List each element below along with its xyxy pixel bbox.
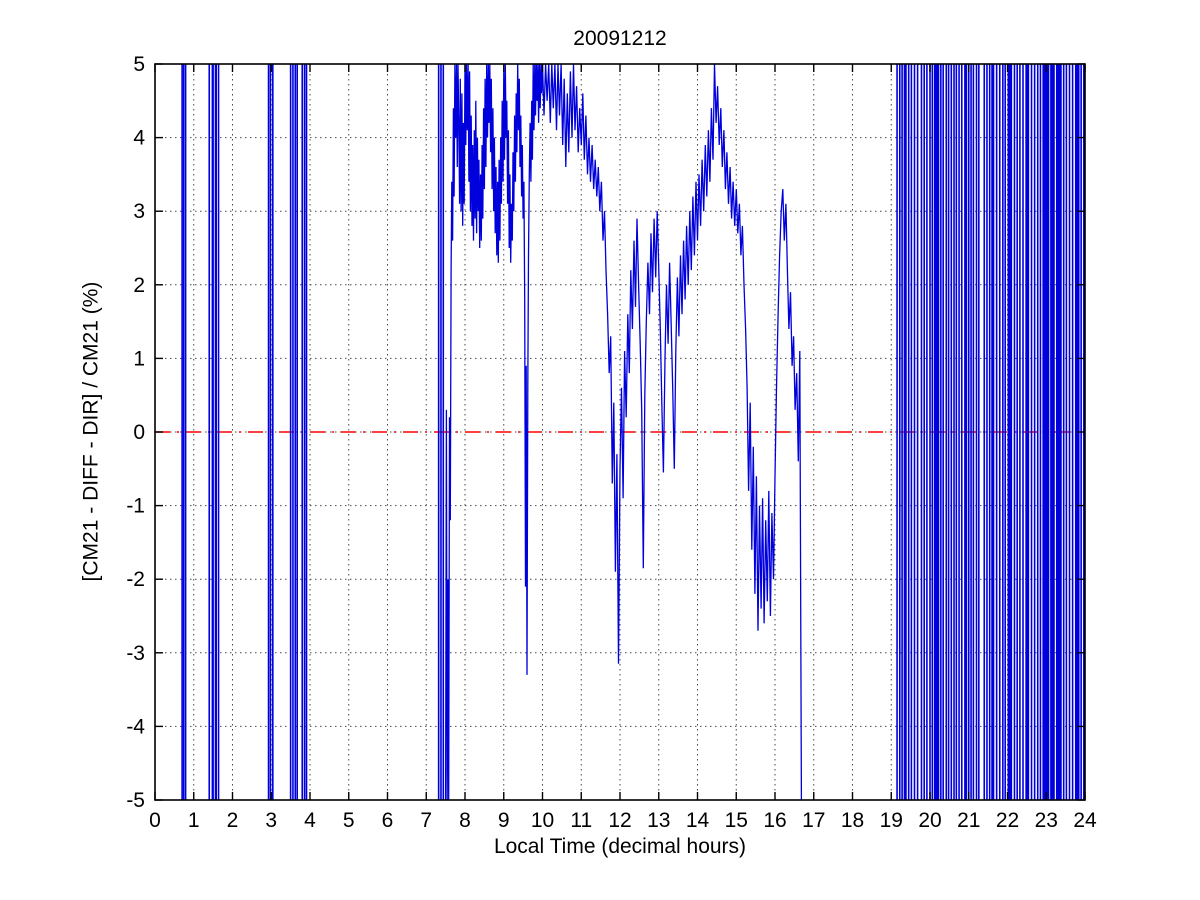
y-tick-label: 2 xyxy=(133,274,145,297)
y-tick-label: -2 xyxy=(126,568,145,591)
x-tick-label: 1 xyxy=(188,809,200,832)
x-tick-label: 11 xyxy=(570,809,592,832)
x-tick-label: 18 xyxy=(841,809,864,832)
chart-title: 20091212 xyxy=(573,27,667,50)
x-tick-label: 22 xyxy=(996,809,1019,832)
x-tick-label: 5 xyxy=(343,809,355,832)
y-tick-label: 4 xyxy=(133,127,145,150)
x-tick-label: 23 xyxy=(1035,809,1058,832)
x-tick-label: 19 xyxy=(880,809,903,832)
x-tick-label: 14 xyxy=(686,809,710,832)
x-tick-label: 8 xyxy=(459,809,471,832)
x-tick-label: 6 xyxy=(382,809,394,832)
y-tick-label: 1 xyxy=(133,347,145,370)
x-tick-label: 0 xyxy=(149,809,161,832)
plot-box xyxy=(154,63,1086,801)
x-tick-label: 15 xyxy=(725,809,748,832)
y-tick-label: -4 xyxy=(126,715,145,738)
x-tick-label: 9 xyxy=(498,809,510,832)
x-tick-label: 13 xyxy=(647,809,670,832)
x-tick-label: 4 xyxy=(304,809,316,832)
x-tick-label: 16 xyxy=(763,809,786,832)
x-tick-label: 12 xyxy=(608,809,631,832)
x-tick-label: 24 xyxy=(1073,809,1097,832)
x-axis-label: Local Time (decimal hours) xyxy=(493,835,747,858)
x-tick-label: 7 xyxy=(420,809,432,832)
x-tick-label: 10 xyxy=(531,809,554,832)
data-series xyxy=(181,63,1085,801)
x-tick-label: 21 xyxy=(957,809,980,832)
y-tick-label: -1 xyxy=(126,495,145,518)
tick-labels: 0 1 2 3 4 5 6 7 8 9 10 11 12 13 14 15 16 17 18 19 20 21 22 23 24… xyxy=(126,53,1097,832)
x-tick-label: 17 xyxy=(802,809,825,832)
y-tick-label: 5 xyxy=(133,53,145,76)
y-tick-label: 3 xyxy=(133,200,145,223)
y-tick-label: -3 xyxy=(126,642,145,665)
x-tick-label: 3 xyxy=(265,809,277,832)
x-tick-label: 2 xyxy=(227,809,239,832)
y-tick-label: 0 xyxy=(133,421,145,444)
y-tick-label: -5 xyxy=(126,789,145,812)
x-tick-label: 20 xyxy=(918,809,941,832)
